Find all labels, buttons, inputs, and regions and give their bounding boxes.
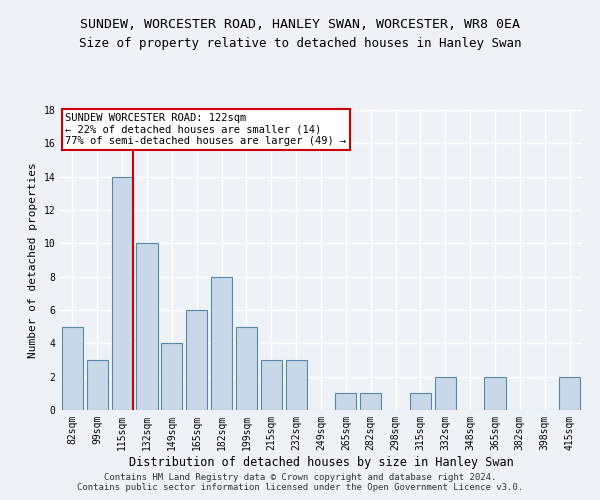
Text: SUNDEW WORCESTER ROAD: 122sqm
← 22% of detached houses are smaller (14)
77% of s: SUNDEW WORCESTER ROAD: 122sqm ← 22% of d…: [65, 113, 346, 146]
Bar: [335, 394, 356, 410]
Bar: [410, 394, 431, 410]
Bar: [360, 394, 381, 410]
Bar: [62, 326, 83, 410]
Bar: [211, 276, 232, 410]
Bar: [559, 376, 580, 410]
Bar: [286, 360, 307, 410]
Bar: [236, 326, 257, 410]
Bar: [112, 176, 133, 410]
Bar: [186, 310, 207, 410]
Y-axis label: Number of detached properties: Number of detached properties: [28, 162, 38, 358]
Bar: [484, 376, 506, 410]
Text: Size of property relative to detached houses in Hanley Swan: Size of property relative to detached ho…: [79, 38, 521, 51]
Text: Contains HM Land Registry data © Crown copyright and database right 2024.
Contai: Contains HM Land Registry data © Crown c…: [77, 473, 523, 492]
Bar: [261, 360, 282, 410]
X-axis label: Distribution of detached houses by size in Hanley Swan: Distribution of detached houses by size …: [128, 456, 514, 468]
Bar: [136, 244, 158, 410]
Bar: [161, 344, 182, 410]
Text: SUNDEW, WORCESTER ROAD, HANLEY SWAN, WORCESTER, WR8 0EA: SUNDEW, WORCESTER ROAD, HANLEY SWAN, WOR…: [80, 18, 520, 30]
Bar: [435, 376, 456, 410]
Bar: [87, 360, 108, 410]
